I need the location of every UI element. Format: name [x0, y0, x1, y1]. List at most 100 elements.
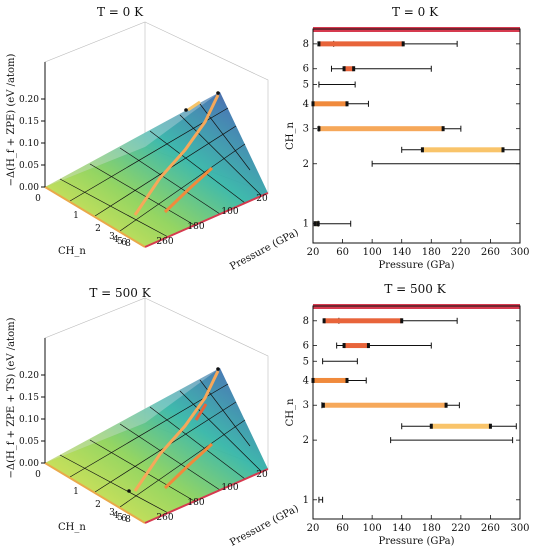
n-tick-label: 2 — [95, 500, 101, 510]
bar-end-marker — [345, 101, 349, 107]
stable-phase-bar — [431, 423, 491, 429]
floor-edge-p — [144, 468, 269, 524]
y-tick-label: 2 — [303, 159, 309, 170]
y-tick-label: 5 — [303, 356, 309, 367]
x-tick-label: 100 — [363, 523, 382, 534]
vertex-point — [127, 489, 131, 493]
bar-end-marker — [429, 423, 433, 429]
range-bar-panel-t0: T = 0 K 20 60 100 140 180 220 260 300 Pressure (… — [285, 5, 530, 271]
stable-phase-bar — [313, 101, 348, 107]
z-axis-label: −Δ(H_f + ZPE + TS) (eV /atom) — [6, 317, 17, 478]
bar-end-marker — [420, 147, 424, 153]
box-back-right — [144, 21, 269, 193]
stable-phase-bar — [313, 377, 348, 383]
n-tick-label: 6 — [121, 238, 127, 248]
stable-phase-bar — [344, 343, 369, 349]
box-back-right — [144, 297, 269, 469]
energy-surface — [45, 92, 268, 247]
ridge-ch3 — [133, 370, 220, 492]
n-tick-label: 3 — [109, 508, 115, 518]
plot-frame — [312, 28, 521, 244]
bar-end-marker — [317, 41, 321, 47]
p-tick-group: 20 100 180 260 — [156, 470, 268, 523]
p-tick-label: 180 — [187, 222, 204, 232]
n-tick-label: 6 — [121, 514, 127, 524]
x-axis-label: Pressure (GPa) — [378, 260, 454, 271]
x-tick-label: 260 — [481, 247, 500, 258]
n-tick-label: 0 — [35, 194, 41, 204]
p-tick-label: 260 — [156, 513, 173, 523]
plot-frame — [312, 305, 521, 520]
n-tick-label: 5 — [117, 513, 123, 523]
panel-title: T = 500 K — [384, 282, 446, 296]
energy-surface — [45, 368, 268, 523]
bar-end-marker — [313, 221, 317, 227]
bar-end-marker — [311, 101, 315, 107]
y-tick-label: 1 — [303, 219, 309, 230]
bar-end-marker — [488, 423, 492, 429]
bar-end-marker — [366, 343, 370, 349]
vertex-point — [216, 367, 220, 371]
stable-phase-bar — [318, 41, 404, 47]
bar-end-marker — [311, 377, 315, 383]
p-tick-label: 20 — [256, 470, 268, 480]
z-tick-label: 0.00 — [19, 459, 39, 469]
x-tick-label: 140 — [392, 523, 411, 534]
n-tick-label: 8 — [125, 239, 131, 249]
bar-end-marker — [501, 147, 505, 153]
floor-edge-n — [44, 186, 146, 248]
y-axis-label: CH_n — [285, 122, 296, 150]
y-tick-label: 3 — [303, 400, 309, 411]
x-tick-label: 60 — [336, 247, 349, 258]
n-tick-label: 5 — [117, 237, 123, 247]
vertex-point — [216, 91, 220, 95]
p-tick-label: 180 — [187, 498, 204, 508]
bar-end-marker — [352, 66, 356, 72]
y-axis-label: CH_n — [285, 398, 296, 426]
floor-edge-n — [44, 462, 146, 524]
n-tick-label: 4 — [113, 235, 119, 245]
panel-title: T = 500 K — [89, 286, 151, 300]
n-tick-label: 3 — [109, 232, 115, 242]
x-tick-label: 20 — [307, 247, 320, 258]
bar-end-marker — [345, 377, 349, 383]
bar-end-marker — [322, 318, 326, 324]
bar-end-marker — [401, 41, 405, 47]
y-tick-label: 4 — [303, 375, 309, 386]
z-tick-label: 0.15 — [19, 393, 39, 403]
z-tick-label: 0.20 — [19, 371, 39, 381]
surface-panel-t0: T = 0 K 0.00 0.05 0.10 0.15 0.20 — [6, 5, 301, 273]
bar-end-marker — [400, 318, 404, 324]
x-tick-label: 220 — [451, 247, 470, 258]
stable-phase-bar — [323, 402, 447, 408]
bar-end-marker — [342, 66, 346, 72]
x-tick-label: 180 — [422, 523, 441, 534]
y-tick-label: 5 — [303, 80, 309, 91]
y-tick-label: 3 — [303, 124, 309, 135]
z-axis-label: −Δ(H_f + ZPE) (eV /atom) — [6, 54, 17, 187]
p-tick-label: 100 — [221, 207, 238, 217]
x-tick-label: 220 — [451, 523, 470, 534]
stable-phase-bar — [422, 147, 503, 153]
n-tick-label: 4 — [113, 511, 119, 521]
y-tick-label: 6 — [303, 64, 309, 75]
n-axis-label: CH_n — [58, 246, 86, 257]
bar-end-marker — [342, 343, 346, 349]
panel-title: T = 0 K — [392, 5, 439, 19]
x-tick-label: 260 — [481, 523, 500, 534]
x-tick-label: 300 — [510, 523, 529, 534]
n-axis-label: CH_n — [58, 522, 86, 533]
ridge-ch4 — [163, 442, 214, 490]
x-tick-label: 180 — [422, 247, 441, 258]
x-axis-label: Pressure (GPa) — [378, 536, 454, 547]
vertex-point — [184, 108, 188, 112]
stable-phase-bar — [344, 66, 354, 72]
y-tick-label: 6 — [303, 341, 309, 352]
surface-panel-t500: T = 500 K 0.00 0.05 0.10 0.15 0.20 −Δ(H_f + … — [6, 286, 301, 549]
y-tick-label: 4 — [303, 99, 309, 110]
panel-title: T = 0 K — [97, 5, 144, 19]
z-tick-label: 0.05 — [19, 161, 39, 171]
z-tick-label: 0.10 — [19, 139, 39, 149]
